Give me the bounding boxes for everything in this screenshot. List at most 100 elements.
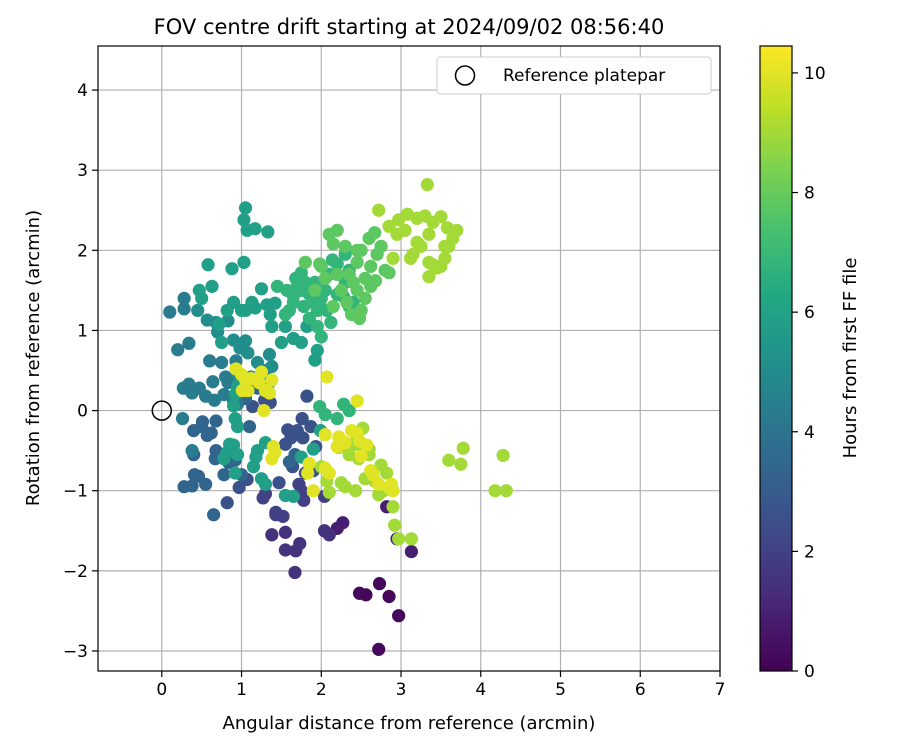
y-tick-label: 1 [77,321,88,341]
data-point [163,305,177,319]
data-point [306,442,320,456]
chart-title: FOV centre drift starting at 2024/09/02 … [154,15,665,39]
legend-box [436,56,712,95]
data-point [337,397,351,411]
data-point [269,505,283,519]
data-point [350,255,364,269]
data-point [294,335,308,350]
y-tick-label: −2 [63,562,88,582]
reference-marker-group [151,400,173,421]
data-point [308,353,322,367]
data-point [496,448,510,463]
data-point [257,403,271,418]
data-point [265,359,279,374]
data-point [368,274,383,288]
data-point [330,411,344,426]
data-point [195,291,209,306]
data-point [293,536,307,551]
y-tick-label: 3 [77,161,88,181]
data-point [499,484,513,498]
y-tick-label: 2 [77,241,88,261]
data-point [358,271,372,285]
y-tick-label: −1 [63,482,88,502]
y-tick-label: 4 [77,81,88,101]
data-point [372,577,387,591]
data-point [238,334,253,348]
data-point [322,485,336,499]
data-point [237,255,251,269]
data-point [185,444,199,458]
data-point [254,282,269,296]
data-point [388,518,402,532]
data-point [215,335,229,350]
plot-frame [97,45,721,672]
data-point [207,393,222,407]
data-point [403,251,418,265]
data-point [302,456,316,471]
legend-label: Reference platepar [503,66,665,86]
data-point [324,315,338,330]
data-point [330,223,344,237]
data-point [382,219,396,233]
y-axis-ticks: −3 −2 −1 0 1 2 3 4 [63,81,98,662]
data-point [340,295,354,310]
data-point [382,589,396,604]
data-point [334,283,348,297]
data-point [270,279,285,293]
data-point [232,480,246,495]
data-point [382,266,396,280]
data-point [226,399,241,413]
data-point [237,213,251,227]
data-point [286,295,300,310]
data-point [300,389,314,403]
data-point [195,415,210,429]
data-point [326,299,340,314]
data-point [320,370,334,384]
data-point [338,239,352,253]
data-point [265,373,279,387]
data-point [212,317,226,331]
data-point [372,477,386,491]
data-point [422,227,436,241]
data-point [220,496,234,510]
data-point [220,303,234,318]
data-point [306,484,320,498]
data-point [318,407,332,422]
data-point [278,488,292,503]
data-point [263,307,277,322]
data-point [330,257,344,271]
data-point [177,302,191,316]
data-point [265,319,279,334]
colorbar-ticks: 0 2 4 6 8 10 [792,64,826,682]
data-point [206,375,220,389]
data-point [392,213,406,227]
data-point [450,223,464,237]
data-point [177,480,191,494]
data-point [398,223,412,237]
data-point [392,609,406,623]
data-point [354,243,368,257]
data-point [241,346,255,360]
data-point [358,291,372,306]
data-point [366,468,380,482]
data-point [217,452,231,466]
data-point [171,343,185,357]
data-point [268,296,282,310]
data-point [201,258,215,272]
colorbar: 0 2 4 6 8 10 Hours from first FF file [759,45,861,682]
data-point [330,267,344,281]
data-point [313,295,327,310]
data-point [364,259,378,273]
data-point [228,466,242,480]
data-point [360,438,374,452]
grid-lines [98,46,721,671]
x-tick-label: 5 [555,680,566,700]
data-point [248,222,262,236]
data-point [207,508,221,522]
x-tick-label: 3 [396,680,407,700]
data-point [262,347,277,362]
data-point [258,487,273,501]
data-point [242,420,257,434]
data-point [359,588,373,602]
data-point [386,251,400,265]
